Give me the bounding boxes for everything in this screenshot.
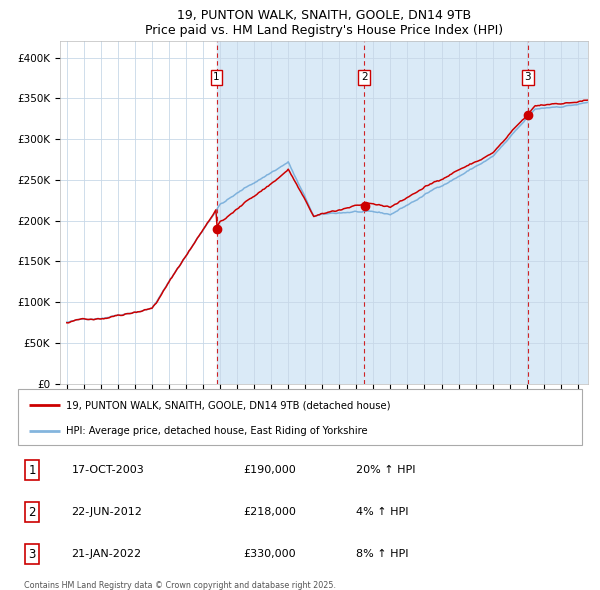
Text: 8% ↑ HPI: 8% ↑ HPI [356, 549, 409, 559]
Text: £330,000: £330,000 [244, 549, 296, 559]
Text: 3: 3 [524, 72, 531, 82]
Text: 3: 3 [28, 548, 36, 560]
Text: HPI: Average price, detached house, East Riding of Yorkshire: HPI: Average price, detached house, East… [66, 427, 368, 437]
Bar [217, 41, 600, 384]
Text: £218,000: £218,000 [244, 507, 296, 517]
Text: 1: 1 [213, 72, 220, 82]
FancyBboxPatch shape [18, 389, 582, 445]
Text: 2: 2 [28, 506, 36, 519]
Text: 21-JAN-2022: 21-JAN-2022 [71, 549, 142, 559]
Text: 17-OCT-2003: 17-OCT-2003 [71, 466, 145, 476]
Text: 20% ↑ HPI: 20% ↑ HPI [356, 466, 416, 476]
Text: 2: 2 [361, 72, 368, 82]
Text: 19, PUNTON WALK, SNAITH, GOOLE, DN14 9TB (detached house): 19, PUNTON WALK, SNAITH, GOOLE, DN14 9TB… [66, 400, 391, 410]
Text: 1: 1 [28, 464, 36, 477]
Text: 4% ↑ HPI: 4% ↑ HPI [356, 507, 409, 517]
Text: 22-JUN-2012: 22-JUN-2012 [71, 507, 142, 517]
Text: Contains HM Land Registry data © Crown copyright and database right 2025.
This d: Contains HM Land Registry data © Crown c… [23, 581, 335, 590]
Title: 19, PUNTON WALK, SNAITH, GOOLE, DN14 9TB
Price paid vs. HM Land Registry's House: 19, PUNTON WALK, SNAITH, GOOLE, DN14 9TB… [145, 9, 503, 37]
Text: £190,000: £190,000 [244, 466, 296, 476]
